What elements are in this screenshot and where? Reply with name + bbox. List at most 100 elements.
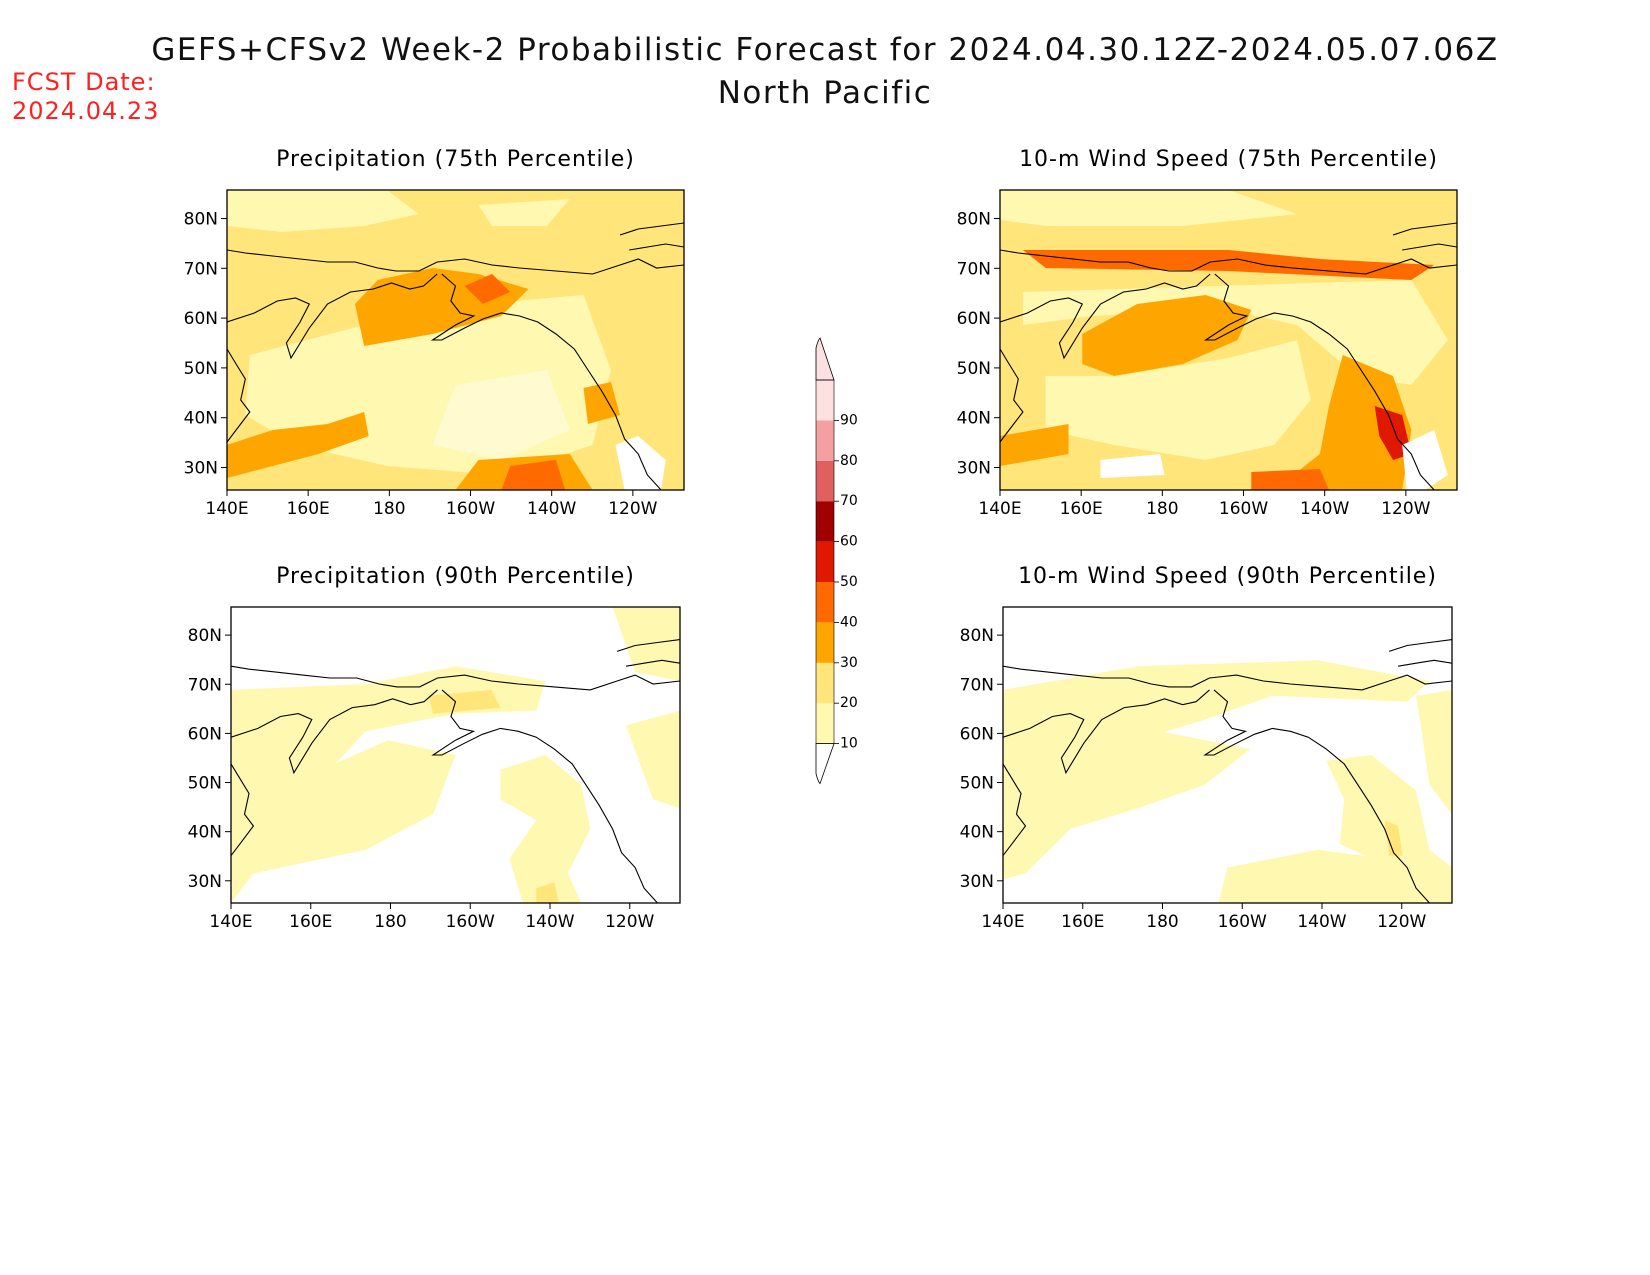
- lon-tick-label: 120W: [1377, 912, 1426, 932]
- colorbar-segment: [816, 582, 834, 623]
- map-field: [227, 190, 684, 490]
- contour-region: [1045, 340, 1311, 460]
- coastline: [1203, 689, 1430, 903]
- map-field: [1003, 607, 1452, 903]
- figure-title: GEFS+CFSv2 Week-2 Probabilistic Forecast…: [151, 32, 1499, 68]
- map-frame: [999, 189, 1458, 491]
- lon-tick-label: 140E: [209, 912, 252, 932]
- lon-tick-label: 120W: [608, 499, 657, 519]
- colorbar-segment: [816, 622, 834, 663]
- coastline: [629, 243, 684, 251]
- colorbar-label: 20: [840, 695, 858, 711]
- contour-region: [1022, 250, 1435, 280]
- coastline: [231, 763, 255, 856]
- colorbar-label: 30: [840, 655, 858, 671]
- lat-tick-label: 40N: [960, 823, 994, 843]
- map-field: [1000, 190, 1457, 490]
- map-field: [231, 607, 680, 903]
- coastline: [1398, 659, 1452, 667]
- lat-tick-label: 80N: [960, 626, 994, 646]
- coastline: [1203, 273, 1435, 490]
- colorbar: 10 20 30 40 50 60 70 80 90: [815, 337, 858, 785]
- coastline: [231, 689, 438, 775]
- lon-tick-label: 140E: [981, 912, 1024, 932]
- lon-tick-label: 160W: [1218, 912, 1267, 932]
- lat-tick-label: 60N: [960, 724, 994, 744]
- coastline: [1388, 639, 1452, 652]
- contour-region: [478, 199, 570, 226]
- lat-tick-label: 50N: [184, 359, 218, 379]
- contour-region: [615, 436, 666, 490]
- colorbar-label: 90: [840, 412, 858, 428]
- colorbar-label: 50: [840, 574, 858, 590]
- coastline: [430, 273, 662, 490]
- lon-tick-label: 180: [373, 499, 405, 519]
- lat-tick-label: 50N: [957, 359, 991, 379]
- colorbar-segment: [816, 541, 834, 582]
- contour-region: [536, 882, 559, 903]
- lon-tick-label: 180: [374, 912, 406, 932]
- lon-tick-label: 160E: [1060, 499, 1103, 519]
- colorbar-segment: [816, 460, 834, 502]
- contour-region: [464, 274, 511, 304]
- coastline: [227, 249, 684, 275]
- contour-region: [1251, 469, 1329, 490]
- coastline: [1392, 222, 1457, 236]
- lon-tick-label: 160E: [289, 912, 332, 932]
- map-panels: Precipitation (75th Percentile)140E 160E 1…: [184, 147, 1458, 932]
- colorbar-segment: [816, 501, 834, 542]
- colorbar-segment: [816, 662, 834, 704]
- lat-tick-label: 30N: [957, 459, 991, 479]
- lat-tick-label: 80N: [188, 626, 222, 646]
- lon-tick-label: 140E: [978, 499, 1021, 519]
- map-frame: [226, 189, 685, 491]
- lon-tick-label: 140W: [1297, 912, 1346, 932]
- coastline: [1003, 689, 1210, 775]
- lon-tick-label: 160E: [287, 499, 330, 519]
- coastline: [626, 659, 680, 667]
- contour-region: [583, 382, 620, 424]
- map-panel-wind-90: 10-m Wind Speed (90th Percentile) 140E 160…: [960, 564, 1453, 932]
- contour-region: [1000, 424, 1069, 466]
- panel-title: Precipitation (90th Percentile): [276, 564, 635, 589]
- contour-region: [1416, 689, 1452, 815]
- contour-region: [1274, 355, 1412, 490]
- lon-tick-label: 180: [1146, 499, 1178, 519]
- colorbar-segment: [816, 380, 834, 421]
- lat-tick-label: 60N: [188, 724, 222, 744]
- lon-tick-label: 160W: [446, 912, 495, 932]
- colorbar-segment: [816, 703, 834, 744]
- contour-region: [1082, 295, 1252, 376]
- lat-tick-label: 60N: [184, 309, 218, 329]
- lat-tick-label: 30N: [960, 872, 994, 892]
- forecast-date-value: 2024.04.23: [12, 97, 160, 125]
- lon-tick-label: 160E: [1061, 912, 1104, 932]
- colorbar-frame: [815, 379, 835, 744]
- lat-tick-label: 40N: [957, 409, 991, 429]
- lon-tick-label: 160W: [1219, 499, 1268, 519]
- contour-region: [1402, 430, 1448, 490]
- contour-region: [1000, 190, 1297, 226]
- coastline: [431, 689, 658, 903]
- lat-tick-label: 80N: [957, 210, 991, 230]
- coastline: [1000, 348, 1024, 443]
- panel-title: 10-m Wind Speed (75th Percentile): [1019, 147, 1438, 172]
- map-panel-precip-75: Precipitation (75th Percentile) 140E 160E 1…: [184, 147, 685, 519]
- lat-tick-label: 50N: [960, 774, 994, 794]
- lon-tick-label: 180: [1146, 912, 1178, 932]
- coastline: [1000, 249, 1457, 275]
- lat-tick-label: 70N: [960, 675, 994, 695]
- lat-tick-label: 50N: [188, 774, 222, 794]
- map-frame: [1002, 606, 1453, 904]
- colorbar-top-arrow: [815, 337, 835, 381]
- coastline: [1402, 243, 1457, 251]
- lon-tick-label: 140W: [525, 912, 574, 932]
- lat-tick-label: 70N: [957, 259, 991, 279]
- colorbar-segment: [816, 420, 834, 461]
- lat-tick-label: 80N: [184, 210, 218, 230]
- lat-tick-label: 40N: [188, 823, 222, 843]
- coastline: [619, 222, 684, 236]
- forecast-date-label: FCST Date:: [12, 68, 156, 96]
- contour-region: [231, 740, 456, 903]
